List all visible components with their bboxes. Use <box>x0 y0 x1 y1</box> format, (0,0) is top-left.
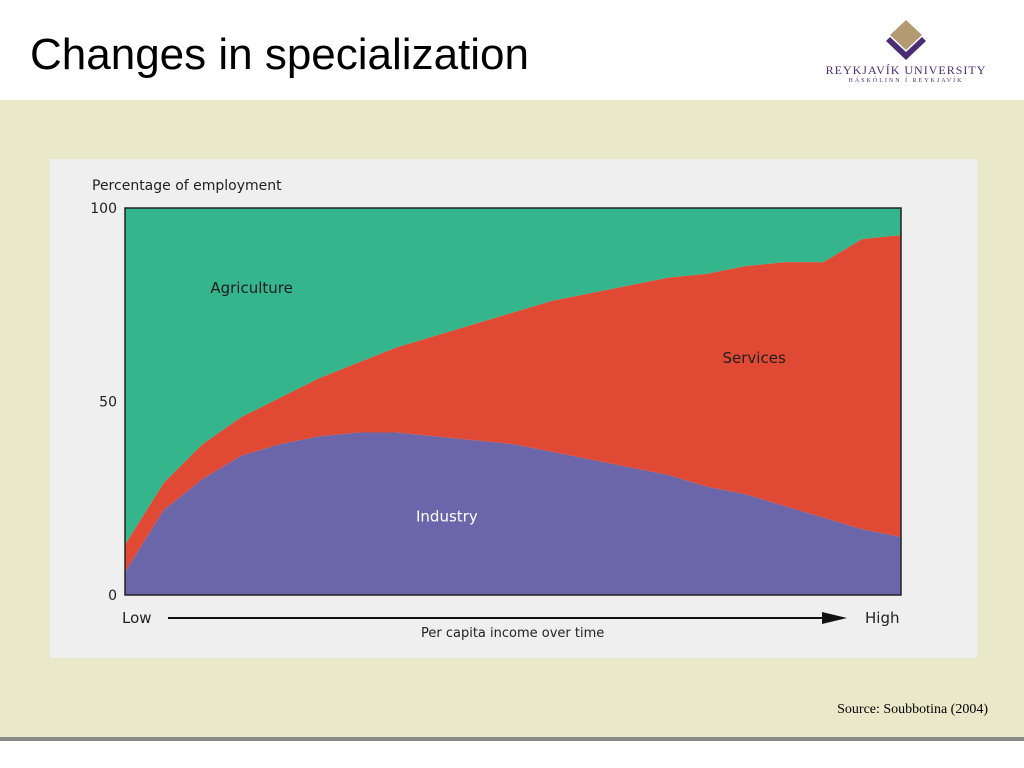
logo-subtitle: HÁSKÓLINN Í REYKJAVÍK <box>848 78 964 84</box>
university-logo: REYKJAVÍK UNIVERSITY HÁSKÓLINN Í REYKJAV… <box>820 18 1000 90</box>
diamond-mark-icon <box>886 20 926 60</box>
x-axis-arrow-head <box>822 612 847 624</box>
y-axis-label: Percentage of employment <box>92 178 282 194</box>
series-label-industry: Industry <box>416 507 478 525</box>
y-tick-label: 100 <box>90 201 117 217</box>
plot-border <box>124 207 902 596</box>
series-label-agriculture: Agriculture <box>210 279 292 297</box>
area-services <box>125 235 901 572</box>
series-label-services: Services <box>723 349 786 367</box>
y-tick-label: 0 <box>108 588 117 604</box>
x-axis-low-label: Low <box>122 609 152 627</box>
chart-panel: Percentage of employment 0 50 100 Agricult… <box>50 159 977 658</box>
y-tick-label: 50 <box>99 395 117 411</box>
x-axis-label: Per capita income over time <box>421 626 604 641</box>
source-note: Source: Soubbotina (2004) <box>837 702 988 717</box>
employment-area-chart: Percentage of employment 0 50 100 Agricult… <box>90 178 902 641</box>
area-industry <box>125 432 901 595</box>
slide-title: Changes in specialization <box>30 30 529 79</box>
x-axis-high-label: High <box>865 609 899 627</box>
slide-header: Changes in specialization REYKJAVÍK UNIV… <box>0 0 1024 100</box>
bottom-rule <box>0 737 1024 741</box>
area-agriculture <box>125 208 901 545</box>
logo-name: REYKJAVÍK UNIVERSITY <box>825 63 987 77</box>
